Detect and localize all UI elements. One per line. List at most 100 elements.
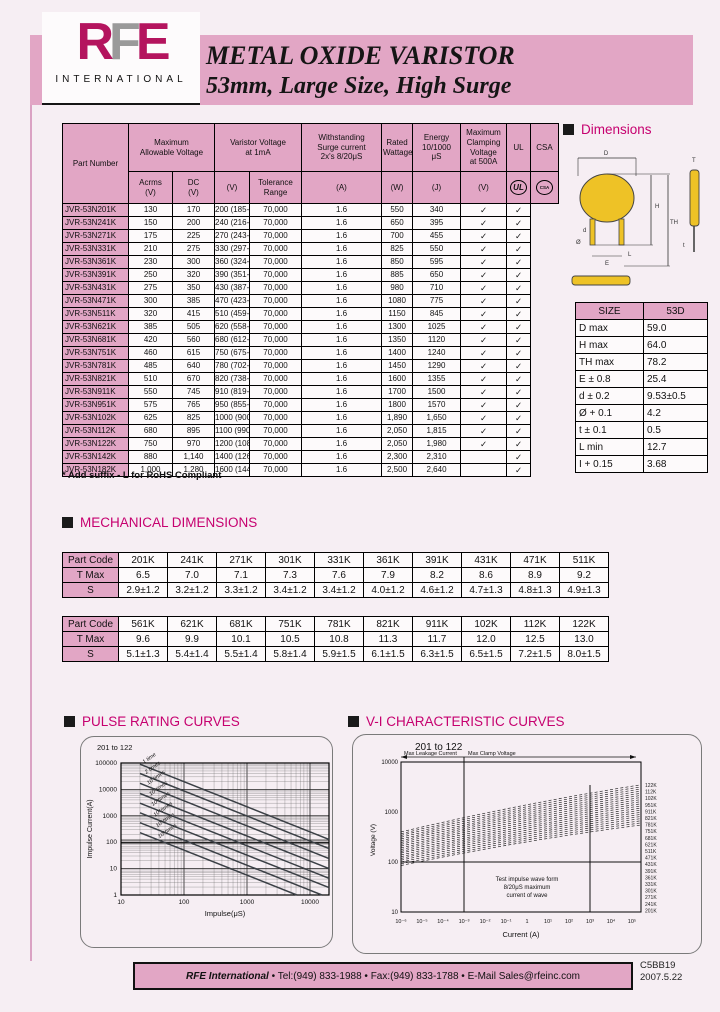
mech-value-cell: 271K [216, 552, 266, 568]
value-cell: 670 [172, 372, 215, 386]
mech-value-cell: 11.7 [412, 631, 462, 647]
value-cell: 575 [128, 398, 173, 412]
size-param-cell: Ø + 0.1 [575, 404, 644, 422]
value-cell: 70,000 [248, 411, 303, 425]
svg-text:122K: 122K [645, 783, 657, 789]
approval-check-cell: ✓ [506, 359, 532, 373]
csa-logo-icon: CSA [536, 180, 554, 195]
approval-check-cell: ✓ [460, 346, 508, 360]
mech-row-label: S [62, 646, 119, 662]
approval-check-cell: ✓ [506, 346, 532, 360]
mech-value-cell: 391K [412, 552, 462, 568]
mech-value-cell: 4.7±1.3 [461, 582, 511, 598]
value-cell: 700 [381, 229, 414, 243]
page-title-line1: METAL OXIDE VARISTOR [206, 41, 515, 70]
value-cell: 1.6 [301, 242, 383, 256]
approval-check-cell: ✓ [460, 437, 508, 451]
value-cell: 175 [128, 229, 173, 243]
value-cell: 70,000 [248, 216, 303, 230]
value-cell: 1,280 [172, 463, 215, 477]
value-cell: 340 [412, 203, 462, 217]
value-cell: 1600 [381, 372, 414, 386]
value-cell: 1.6 [301, 216, 383, 230]
value-cell: 1.6 [301, 307, 383, 321]
value-cell: 200 [172, 216, 215, 230]
ul-logo-icon: UL [510, 180, 528, 195]
svg-text:10⁻⁶: 10⁻⁶ [395, 918, 406, 925]
value-cell: 455 [412, 229, 462, 243]
value-cell: 395 [412, 216, 462, 230]
value-cell: 680 [128, 424, 173, 438]
mech-value-cell: 10.8 [314, 631, 364, 647]
size-table-row: I + 0.15 3.68 [575, 455, 708, 473]
mech-value-cell: 8.0±1.5 [559, 646, 609, 662]
size-table-row: d ± 0.2 9.53±0.5 [575, 387, 708, 405]
footer-brand: RFE International [186, 970, 269, 982]
varistor-lead-left [589, 218, 596, 246]
value-cell: 2,640 [412, 463, 462, 477]
mech-row-label: Part Code [62, 552, 119, 568]
col-header-max-allowable-voltage: Maximum Allowable Voltage [128, 123, 215, 172]
approval-check-cell: ✓ [506, 411, 532, 425]
svg-text:10⁻¹: 10⁻¹ [501, 919, 512, 925]
approval-check-cell: ✓ [506, 281, 532, 295]
value-cell: 1000 (900-1100) [214, 411, 250, 425]
value-cell: 1.6 [301, 437, 383, 451]
unit-varistor-v: (V) [214, 171, 250, 204]
dim-label-TH: TH [670, 220, 678, 226]
pulse-rating-heading: PULSE RATING CURVES [64, 714, 240, 729]
logo-letter-f: F [109, 13, 141, 71]
doc-date: 2007.5.22 [640, 972, 683, 983]
part-number-cell: JVR-53N471K [62, 294, 129, 308]
page-title-line2: 53mm, Large Size, High Surge [206, 73, 512, 99]
part-number-cell: JVR-53N271K [62, 229, 129, 243]
value-cell: 1150 [381, 307, 414, 321]
mech-row-label: T Max [62, 631, 119, 647]
mech-value-cell: 5.5±1.4 [216, 646, 266, 662]
mechanical-dimensions-heading-label: MECHANICAL DIMENSIONS [80, 515, 258, 530]
value-cell: 270 (243-297) [214, 229, 250, 243]
value-cell: 1,140 [172, 450, 215, 464]
value-cell: 1.6 [301, 320, 383, 334]
col-header-rated-wattage: Rated Wattage [381, 123, 414, 172]
mech-value-cell: 10.1 [216, 631, 266, 647]
part-number-cell: JVR-53N142K [62, 450, 129, 464]
svg-text:301K: 301K [645, 889, 657, 895]
value-cell: 750 [128, 437, 173, 451]
svg-text:511K: 511K [645, 849, 657, 855]
mech-value-cell: 621K [167, 616, 217, 632]
approval-check-cell: ✓ [460, 398, 508, 412]
mech-table-row: S 5.1±1.3 5.4±1.4 5.5±1.4 5.8±1.4 5.9±1.5 6.1±… [62, 646, 609, 662]
svg-text:1000: 1000 [385, 810, 399, 816]
value-cell: 70,000 [248, 450, 303, 464]
unit-surge-a: (A) [301, 171, 383, 204]
value-cell: 1,815 [412, 424, 462, 438]
size-param-cell: TH max [575, 353, 644, 371]
svg-text:10⁻²: 10⁻² [480, 919, 491, 925]
value-cell: 1.6 [301, 359, 383, 373]
svg-text:10²: 10² [565, 919, 573, 925]
mech-row-label: S [62, 582, 119, 598]
part-number-cell: JVR-53N751K [62, 346, 129, 360]
value-cell: 70,000 [248, 320, 303, 334]
mech-table-row: T Max 6.5 7.0 7.1 7.3 7.6 7.9 8.2 8.6 8.9 9.2 [62, 567, 609, 583]
part-number-cell: JVR-53N361K [62, 255, 129, 269]
approval-check-cell: ✓ [460, 216, 508, 230]
approval-check-cell: ✓ [460, 229, 508, 243]
value-cell: 150 [128, 216, 173, 230]
value-cell: 1200 (1080-1320) [214, 437, 250, 451]
part-number-cell: JVR-53N431K [62, 281, 129, 295]
value-cell: 1100 (990-1210) [214, 424, 250, 438]
size-value-cell: 0.5 [643, 421, 708, 439]
approval-check-cell [460, 463, 508, 477]
mech-value-cell: 3.4±1.2 [265, 582, 315, 598]
